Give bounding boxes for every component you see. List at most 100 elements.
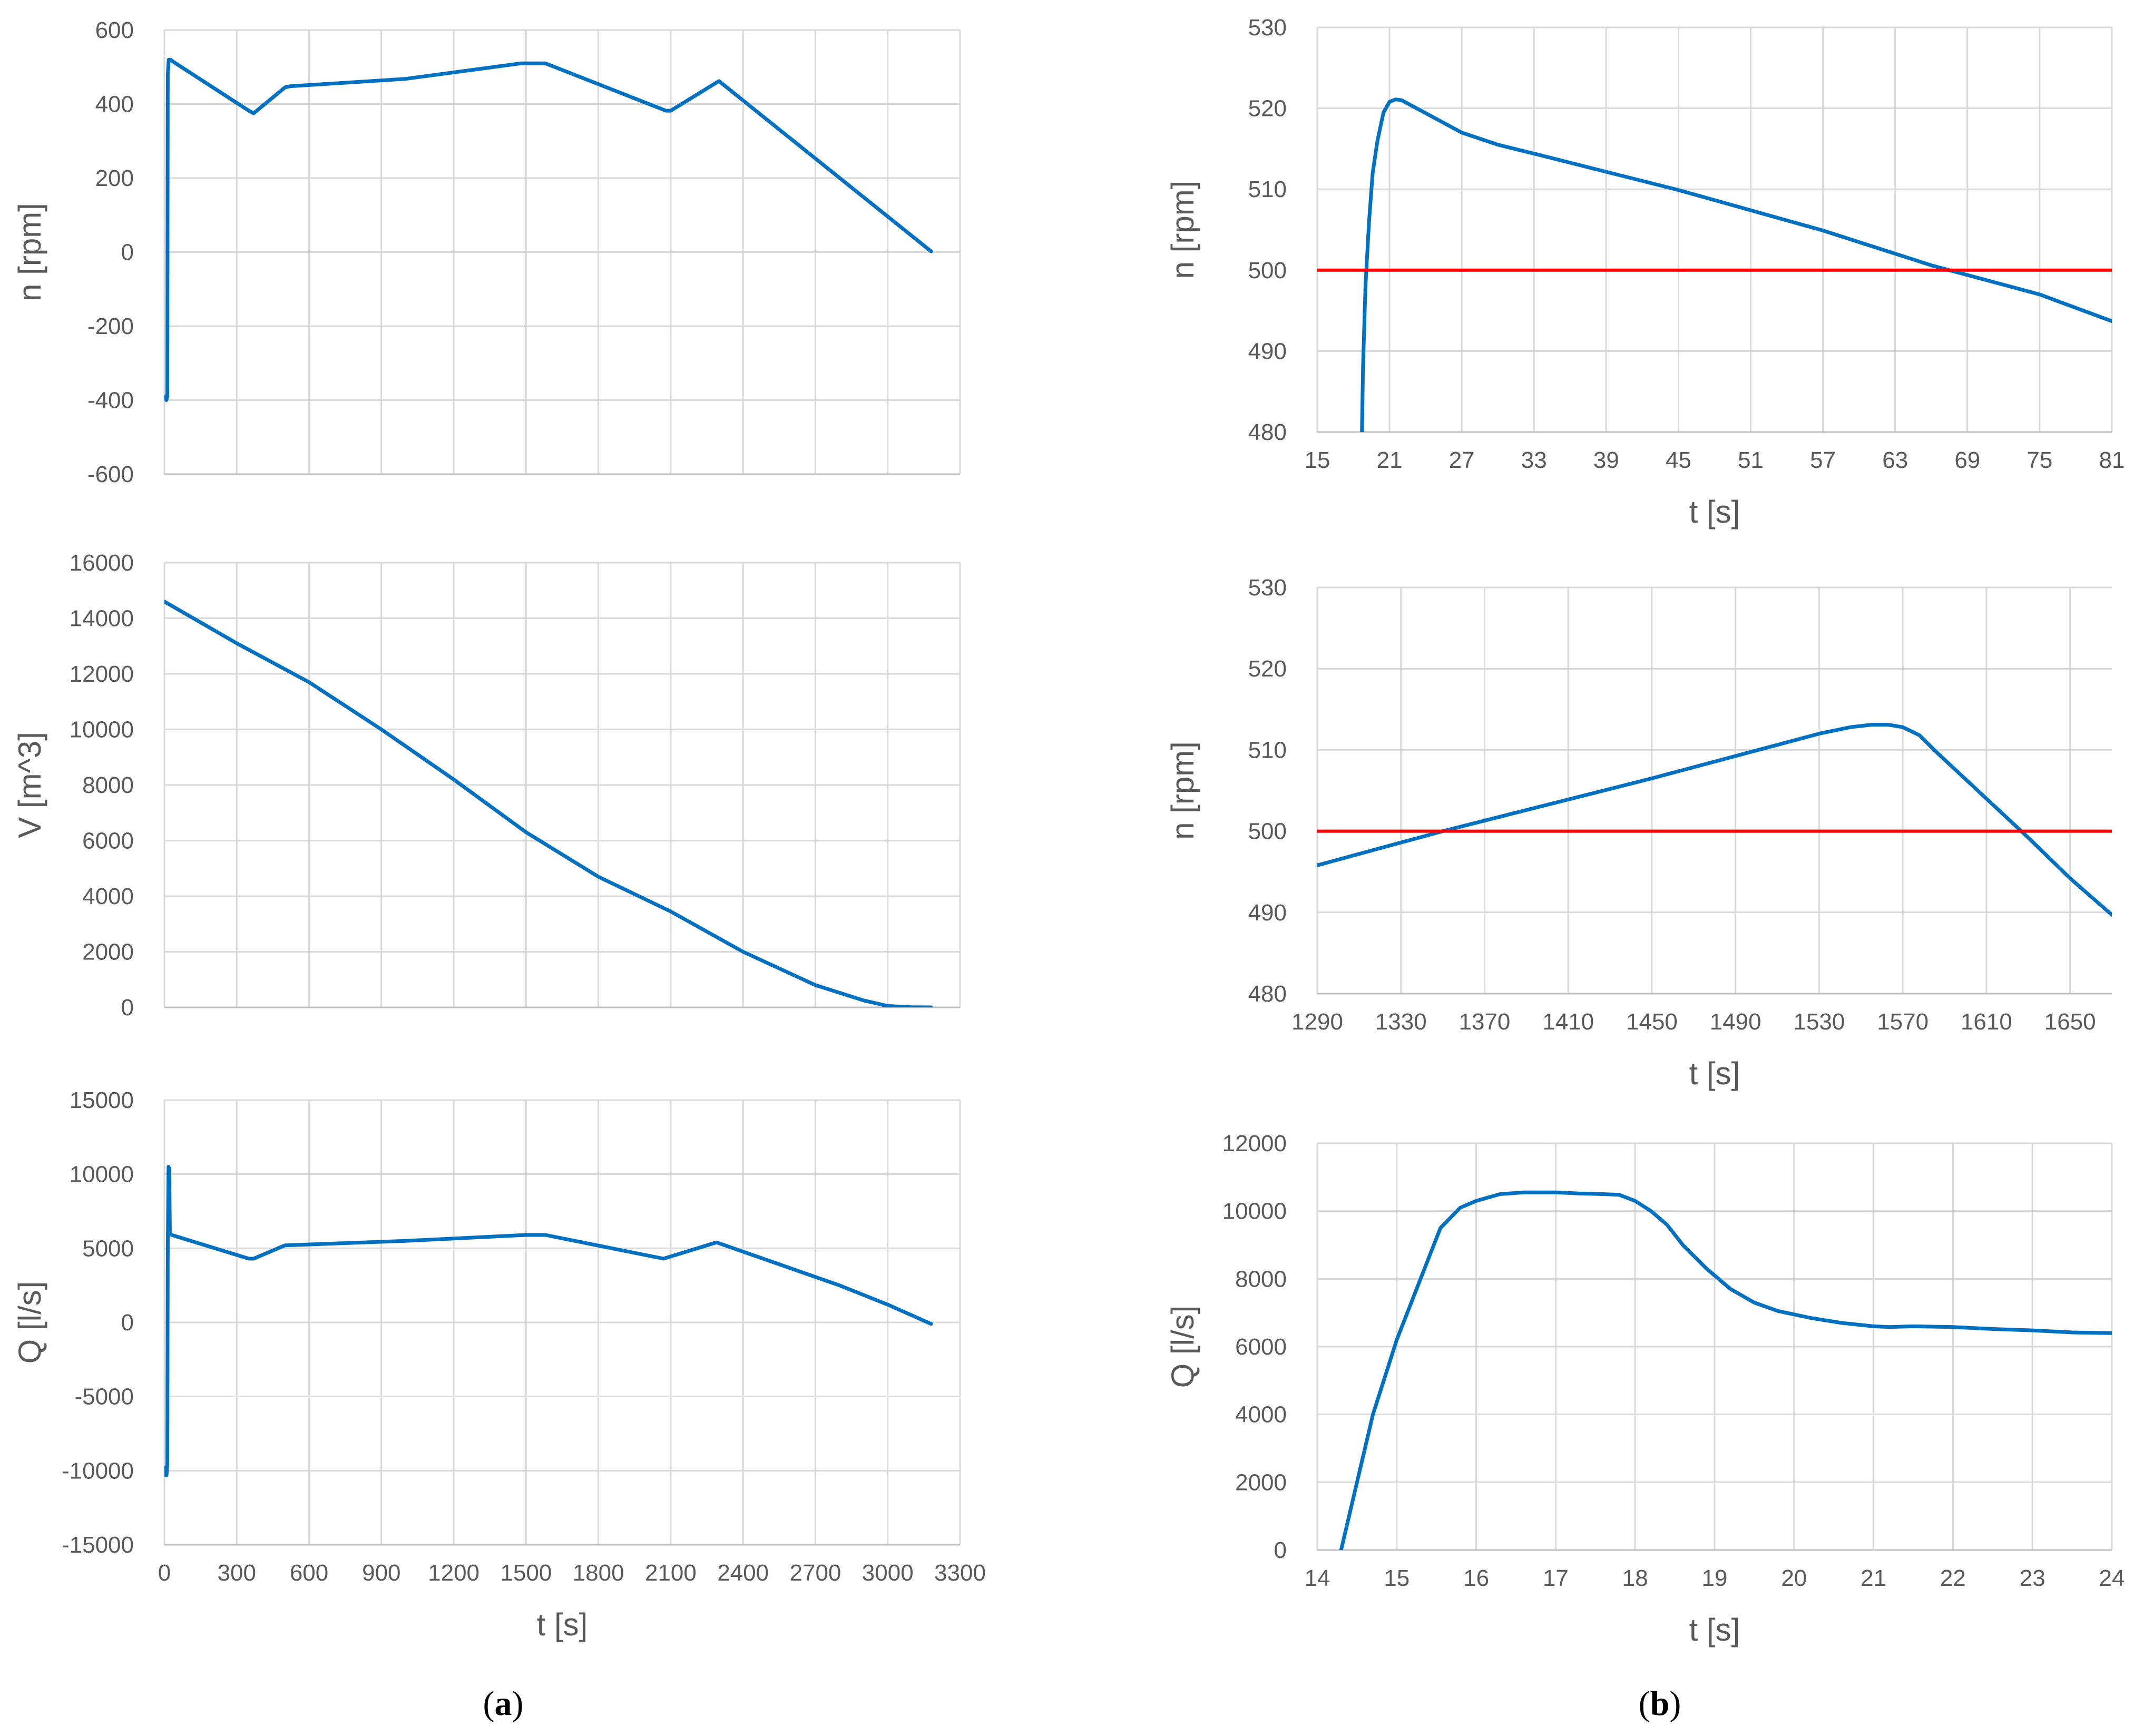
y-tick-label: 8000 [1235, 1266, 1287, 1292]
y-tick-label: 530 [1248, 15, 1287, 41]
series-line-Q [164, 1165, 933, 1477]
y-tick-label: 490 [1248, 900, 1287, 926]
y-tick-label: 0 [121, 1310, 134, 1336]
y-tick-label: 10000 [1222, 1199, 1287, 1224]
x-tick-label: 15 [1384, 1565, 1409, 1591]
x-axis-label: t [s] [1689, 1056, 1740, 1091]
y-axis-label: n [rpm] [1165, 181, 1200, 279]
y-tick-label: 510 [1248, 176, 1287, 202]
y-tick-label: 4000 [1235, 1402, 1287, 1428]
y-tick-label: 510 [1248, 737, 1287, 763]
series-line-V [164, 600, 933, 1007]
y-tick-label: 10000 [70, 1162, 134, 1188]
y-tick-label: 4000 [82, 884, 134, 909]
chart-a1: -600 -400 -200 0 200 400 600 n [rpm] [12, 17, 961, 487]
x-tick-label: 3000 [862, 1560, 914, 1586]
x-tick-label: 1410 [1542, 1009, 1594, 1035]
y-axis-label: n [rpm] [1165, 741, 1200, 840]
x-tick-label: 23 [2020, 1565, 2045, 1591]
x-tick-label: 300 [218, 1560, 256, 1586]
x-tick-label: 2700 [790, 1560, 841, 1586]
chart-b2: 480 490 500 510 520 530 1290 1330 1370 1410 1450 14… [1165, 575, 2112, 1091]
x-tick-label: 1570 [1877, 1009, 1929, 1035]
x-tick-label: 2100 [645, 1560, 697, 1586]
panel-label-b: (b) [1639, 1684, 1681, 1723]
x-tick-label: 14 [1305, 1565, 1330, 1591]
x-tick-label: 1490 [1710, 1009, 1761, 1035]
panel-label-a: (a) [483, 1684, 524, 1723]
x-tick-label: 21 [1377, 447, 1403, 473]
y-tick-label: -5000 [74, 1384, 134, 1410]
y-tick-label: -200 [87, 313, 134, 339]
y-tick-label: 0 [121, 995, 134, 1021]
y-tick-label: 6000 [82, 828, 134, 854]
y-tick-label: 5000 [82, 1235, 134, 1261]
y-tick-label: 200 [95, 165, 134, 191]
x-tick-label: 1530 [1793, 1009, 1845, 1035]
y-tick-label: -400 [87, 388, 134, 414]
y-tick-label: 0 [121, 240, 134, 266]
x-tick-label: 69 [1954, 447, 1980, 473]
y-tick-label: 14000 [70, 606, 134, 632]
chart-b1: 480 490 500 510 520 530 15 21 27 33 39 45 51 57 63 69 75… [1165, 15, 2125, 529]
x-tick-label: 27 [1449, 447, 1475, 473]
y-tick-label: -10000 [62, 1458, 134, 1484]
x-tick-label: 63 [1882, 447, 1908, 473]
y-tick-label: -15000 [62, 1532, 134, 1558]
series-line-Q [1339, 1190, 2112, 1550]
x-tick-label: 1500 [500, 1560, 552, 1586]
x-tick-label: 39 [1593, 447, 1619, 473]
x-tick-label: 57 [1810, 447, 1836, 473]
y-tick-label: 480 [1248, 419, 1287, 445]
y-tick-label: 500 [1248, 258, 1287, 283]
series-line-n [164, 57, 933, 402]
y-tick-label: 8000 [82, 772, 134, 798]
series-line-n [1360, 97, 2112, 432]
y-tick-label: 530 [1248, 575, 1287, 601]
x-tick-label: 17 [1543, 1565, 1569, 1591]
x-tick-label: 81 [2099, 447, 2125, 473]
x-tick-label: 1800 [573, 1560, 624, 1586]
y-tick-label: 16000 [70, 550, 134, 576]
series-line-n [1317, 723, 2112, 917]
x-tick-label: 21 [1861, 1565, 1886, 1591]
y-tick-label: 0 [1274, 1537, 1287, 1563]
x-tick-label: 20 [1781, 1565, 1807, 1591]
x-tick-label: 16 [1463, 1565, 1489, 1591]
y-tick-label: 10000 [70, 717, 134, 743]
y-axis-label: Q [l/s] [1165, 1306, 1200, 1388]
x-tick-label: 3300 [934, 1560, 986, 1586]
x-tick-label: 900 [362, 1560, 400, 1586]
x-axis-label: t [s] [1689, 1612, 1740, 1647]
x-tick-label: 51 [1738, 447, 1764, 473]
y-tick-label: 6000 [1235, 1334, 1287, 1360]
x-tick-label: 600 [290, 1560, 328, 1586]
x-tick-label: 24 [2099, 1565, 2125, 1591]
x-tick-label: 0 [158, 1560, 171, 1586]
x-tick-label: 15 [1305, 447, 1330, 473]
y-tick-label: 12000 [1222, 1131, 1287, 1156]
x-tick-label: 75 [2027, 447, 2052, 473]
y-tick-label: 15000 [70, 1087, 134, 1113]
y-tick-label: 400 [95, 92, 134, 117]
chart-b3: 0 2000 4000 6000 8000 10000 12000 14 15 16 17 18 19 2… [1165, 1131, 2125, 1647]
x-tick-label: 2400 [717, 1560, 769, 1586]
x-tick-label: 1610 [1961, 1009, 2012, 1035]
y-tick-label: 480 [1248, 981, 1287, 1007]
x-tick-label: 1450 [1626, 1009, 1678, 1035]
y-tick-label: 12000 [70, 661, 134, 687]
x-tick-label: 19 [1702, 1565, 1728, 1591]
x-tick-label: 1650 [2044, 1009, 2096, 1035]
y-tick-label: 2000 [1235, 1469, 1287, 1495]
x-tick-label: 33 [1521, 447, 1547, 473]
chart-a3: -15000 -10000 -5000 0 5000 10000 15000 0 300 600 9… [12, 1087, 986, 1642]
x-tick-label: 1200 [428, 1560, 479, 1586]
x-tick-label: 1290 [1291, 1009, 1343, 1035]
x-tick-label: 45 [1666, 447, 1691, 473]
y-tick-label: 2000 [82, 939, 134, 965]
y-axis-label: n [rpm] [12, 203, 47, 301]
y-axis-label: Q [l/s] [12, 1281, 47, 1364]
x-tick-label: 22 [1940, 1565, 1966, 1591]
